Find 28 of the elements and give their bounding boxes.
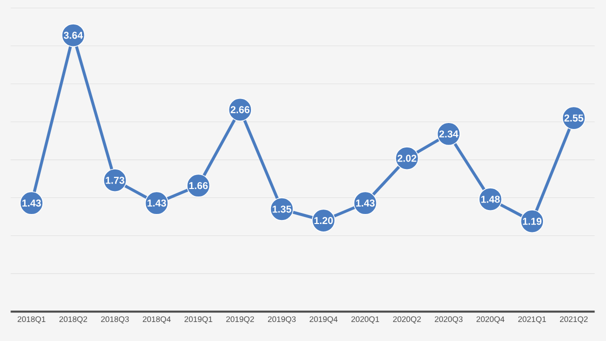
x-tick-label: 2019Q4 [310, 316, 338, 324]
x-tick-label: 2018Q2 [59, 316, 88, 324]
x-tick-label: 2020Q3 [434, 316, 463, 324]
data-label: 2.02 [398, 154, 416, 162]
data-label: 1.43 [356, 200, 375, 207]
x-tick-label: 2019Q3 [268, 316, 296, 324]
data-label: 1.43 [148, 200, 166, 207]
data-label: 3.64 [64, 32, 83, 39]
x-tick-label: 2018Q1 [18, 316, 46, 324]
data-label: 1.43 [22, 200, 41, 207]
x-tick-label: 2020Q4 [476, 316, 504, 324]
x-tick-label: 2021Q1 [518, 316, 546, 324]
x-tick-label: 2020Q1 [351, 316, 380, 324]
data-label: 1.66 [189, 182, 208, 190]
x-tick-label: 2021Q2 [560, 316, 588, 324]
x-tick-label: 2020Q2 [393, 316, 421, 324]
x-tick-label: 2018Q3 [101, 316, 129, 324]
data-label: 1.20 [314, 217, 333, 224]
data-label: 1.19 [522, 218, 542, 225]
data-label: 2.66 [230, 106, 250, 114]
data-label: 1.35 [272, 206, 292, 213]
x-tick-label: 2018Q4 [142, 316, 171, 324]
data-label: 1.48 [481, 196, 500, 203]
data-label: 1.73 [106, 176, 124, 184]
x-tick-label: 2019Q1 [184, 316, 212, 324]
data-label: 2.34 [439, 130, 458, 138]
x-tick-label: 2019Q2 [226, 316, 254, 324]
data-label: 2.55 [564, 114, 584, 122]
